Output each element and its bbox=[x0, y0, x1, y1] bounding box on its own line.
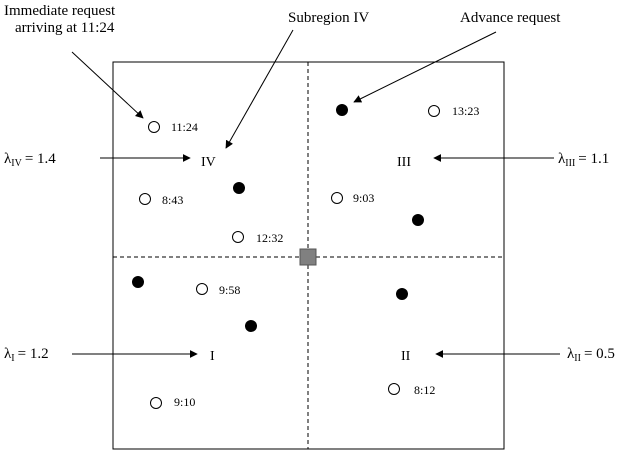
lambda-ii-label: λII = 0.5 bbox=[567, 346, 615, 364]
immediate-request-point: 12:32 bbox=[232, 231, 283, 245]
immediate-request-point: 11:24 bbox=[148, 120, 198, 134]
svg-text:12:32: 12:32 bbox=[256, 231, 283, 245]
svg-text:8:43: 8:43 bbox=[162, 193, 183, 207]
svg-text:λI= 1.2: λI = 1.2 bbox=[4, 346, 49, 364]
immediate-request-point: 8:12 bbox=[388, 383, 435, 397]
region-label-i: I bbox=[210, 349, 215, 364]
advance-request-point bbox=[412, 214, 424, 226]
lambda-iv-label: λIV = 1.4 bbox=[4, 151, 56, 169]
immediate-request-label-line1: Immediate request bbox=[4, 3, 116, 19]
immediate-request-point: 9:10 bbox=[150, 395, 195, 409]
svg-text:9:03: 9:03 bbox=[353, 191, 374, 205]
svg-text:8:12: 8:12 bbox=[414, 383, 435, 397]
svg-text:13:23: 13:23 bbox=[452, 104, 479, 118]
advance-request-point bbox=[336, 104, 348, 116]
svg-text:λII= 0.5: λII = 0.5 bbox=[567, 346, 615, 364]
svg-text:11:24: 11:24 bbox=[171, 120, 198, 134]
advance-request-point bbox=[245, 320, 257, 332]
advance-request-label: Advance request bbox=[460, 10, 561, 26]
region-label-ii: II bbox=[401, 349, 411, 364]
advance-request-point bbox=[132, 276, 144, 288]
immediate-request-label-line2: arriving at 11:24 bbox=[15, 20, 115, 36]
svg-text:λIV= 1.4: λIV = 1.4 bbox=[4, 151, 56, 169]
subregion-label: Subregion IV bbox=[288, 10, 369, 26]
advance-request-point bbox=[396, 288, 408, 300]
svg-text:9:10: 9:10 bbox=[174, 395, 195, 409]
lambda-i-label: λI = 1.2 bbox=[4, 346, 49, 364]
advance-request-point bbox=[233, 182, 245, 194]
svg-text:λIII= 1.1: λIII = 1.1 bbox=[558, 151, 609, 169]
center-depot bbox=[299, 248, 317, 266]
immediate-request-arrow bbox=[71, 51, 144, 119]
svg-text:9:58: 9:58 bbox=[219, 283, 240, 297]
immediate-request-point: 9:58 bbox=[196, 283, 240, 297]
lambda-iii-label: λIII = 1.1 bbox=[558, 151, 609, 169]
subregion-arrow bbox=[225, 29, 294, 149]
region-label-iv: IV bbox=[201, 155, 216, 170]
immediate-request-point: 13:23 bbox=[428, 104, 479, 118]
immediate-request-point: 8:43 bbox=[139, 193, 183, 207]
region-label-iii: III bbox=[397, 155, 411, 170]
immediate-request-point: 9:03 bbox=[331, 191, 374, 205]
advance-request-arrow bbox=[353, 31, 497, 103]
